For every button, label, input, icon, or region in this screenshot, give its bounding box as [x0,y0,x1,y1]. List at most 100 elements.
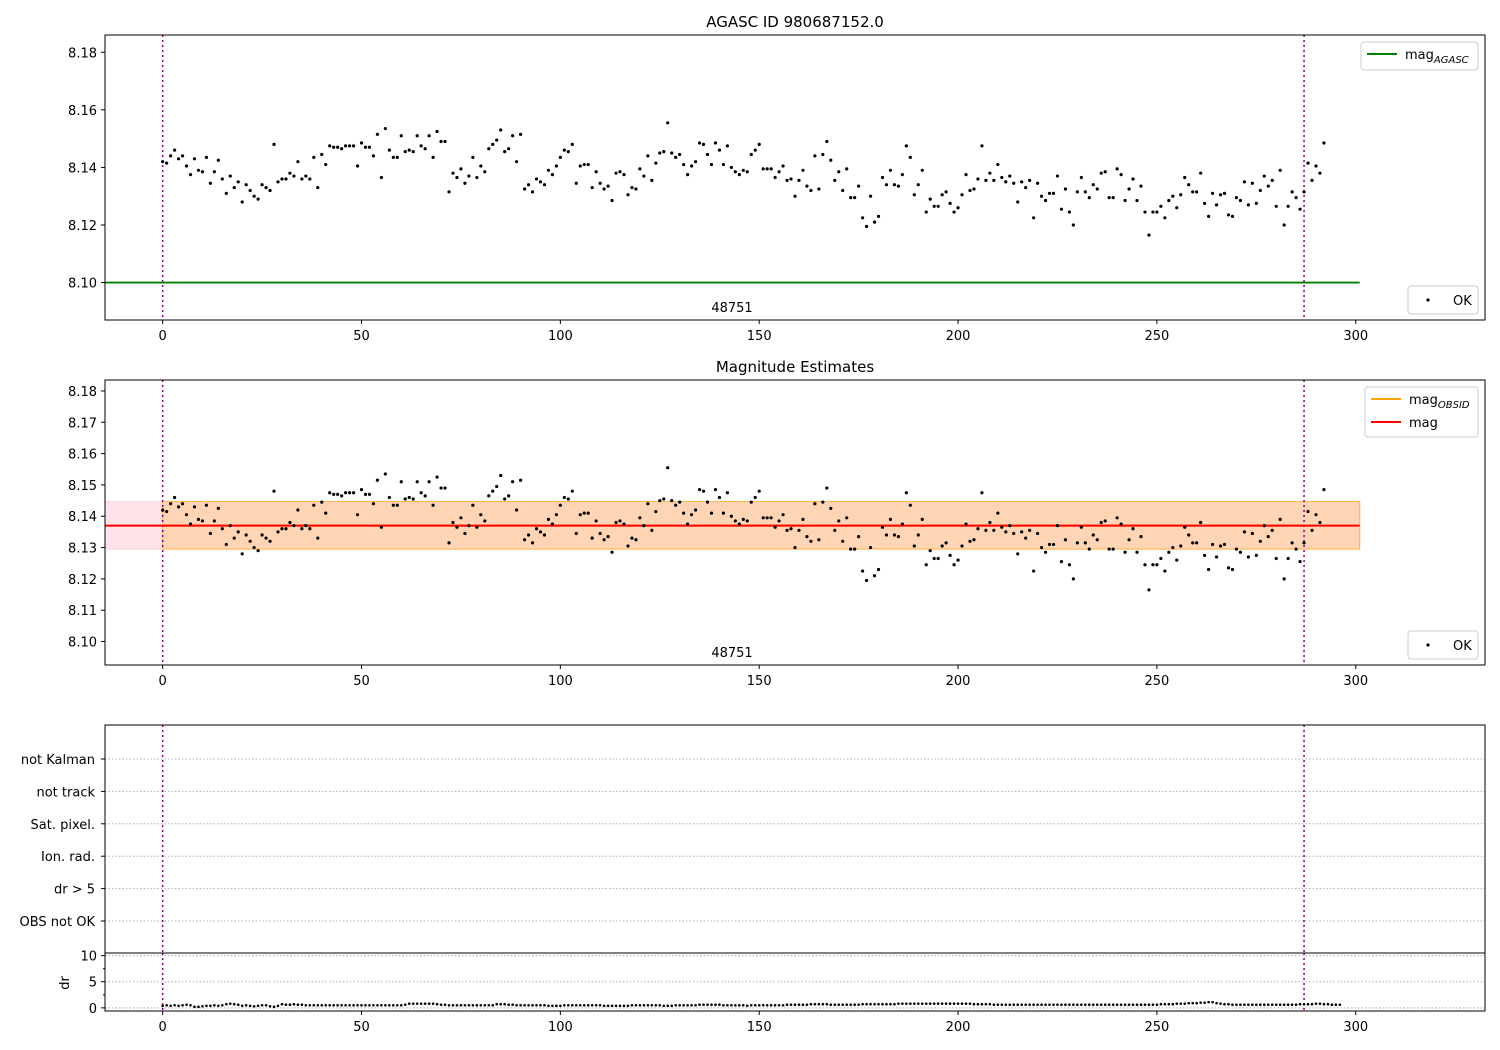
observation-point [1008,174,1012,178]
observation-point [483,519,487,523]
dr-point [1318,1002,1322,1005]
observation-point [220,177,224,181]
observation-point [411,149,415,154]
observation-point [1024,185,1028,190]
observation-point [1282,223,1286,227]
observation-point [666,466,670,470]
observation-point [896,534,901,539]
dr-point [1024,1003,1027,1007]
observation-point [522,538,527,542]
observation-point [729,514,733,518]
observation-point [713,141,718,145]
observation-point [1063,187,1068,191]
observation-point [682,162,686,167]
dr-point [710,1003,713,1007]
observation-point [1091,533,1095,537]
dr-axis-label: dr [58,976,73,990]
observation-point [1179,193,1183,197]
observation-point [252,194,256,198]
observation-point [272,489,276,493]
observation-point [964,522,968,526]
panel-dr-plot-area: 0 50 100 150 200 250 300 0 5 10 [80,950,1485,1035]
observation-point [658,151,662,155]
observation-point [1175,558,1179,562]
dr-point [447,1003,451,1007]
dr-point [916,1002,920,1005]
observation-point [534,527,539,531]
observation-point [662,149,666,154]
legend-ok-label: OK [1453,639,1472,654]
observation-point [391,155,395,159]
dr-point [1032,1003,1035,1007]
observation-point [662,497,666,501]
dr-point [873,1002,876,1006]
dr-point [829,1003,833,1007]
observation-point [284,177,288,181]
dr-point [626,1004,630,1008]
dr-point [801,1003,805,1007]
dr-point [574,1003,578,1007]
observation-point [228,174,232,178]
dr-point [296,1003,300,1007]
observation-point [1083,541,1087,545]
observation-point [857,534,861,539]
observation-point [423,494,427,498]
observation-point [1306,161,1310,165]
dr-point [515,1003,518,1007]
observation-point [1230,214,1235,218]
observation-point [789,177,793,181]
observation-point [359,488,364,492]
observation-point [427,480,431,484]
observation-point [674,155,678,159]
dr-point [360,1003,363,1007]
observation-point [900,173,904,177]
dr-point [944,1002,948,1005]
observation-point [1187,533,1191,537]
observation-point [992,528,996,532]
observation-point [172,148,177,152]
dr-point [718,1003,721,1007]
x-tick-label: 200 [946,1020,971,1035]
dr-point [1091,1003,1095,1007]
panel-agasc-title: AGASC ID 980687152.0 [706,13,884,31]
observation-point [988,520,992,525]
observation-point [1318,520,1322,525]
dr-point [734,1003,737,1007]
observation-point [292,174,296,178]
observation-point [765,167,769,171]
observation-point [793,194,797,198]
observation-point [646,154,650,158]
observation-point [419,144,423,148]
dr-point [984,1002,988,1006]
legend-ok-label: OK [1453,294,1472,309]
observation-point [276,530,280,534]
dr-point [1243,1003,1246,1007]
observation-point [431,155,435,159]
observation-point [936,204,940,208]
observation-point [952,563,956,567]
observation-point [610,550,614,554]
dr-point [1040,1003,1043,1007]
observation-point [992,178,996,182]
flag-category-label: Ion. rad. [41,850,95,865]
observation-point [737,522,741,526]
observation-point [403,497,407,501]
dr-point [809,1002,813,1006]
dr-point [853,1003,856,1007]
dr-point [964,1002,968,1005]
observation-point [1230,567,1235,572]
observation-point [1091,183,1095,187]
observation-point [590,536,594,540]
dr-point [805,1003,809,1007]
dr-point [678,1003,681,1007]
observation-point [256,549,260,553]
observation-point [1051,542,1056,547]
dr-point [1155,1003,1159,1007]
observation-point [542,533,547,537]
dr-point [789,1003,793,1007]
dr-point [344,1003,347,1007]
dr-point [340,1003,343,1007]
observation-point [208,531,212,536]
observation-point [829,158,833,162]
observation-point [220,527,224,531]
